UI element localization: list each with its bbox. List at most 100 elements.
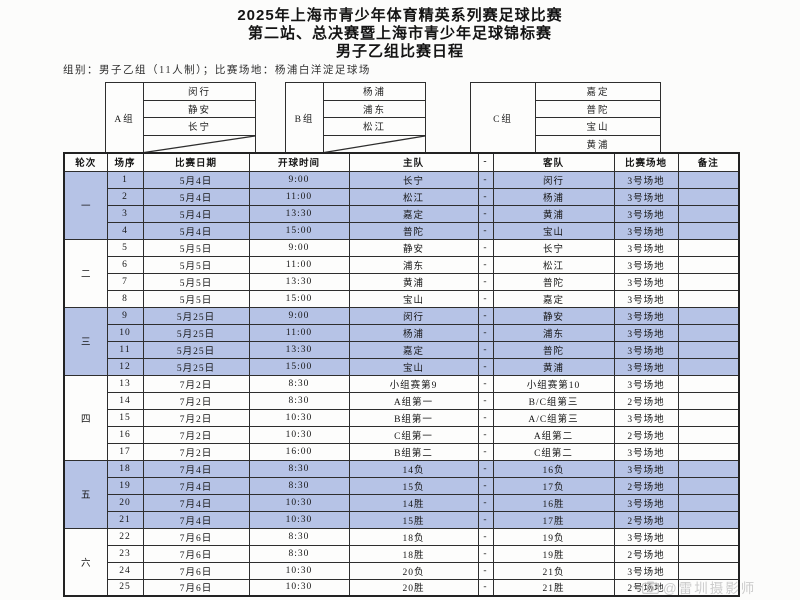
venue-cell: 3号场地 xyxy=(613,561,679,580)
venue-cell: 3号场地 xyxy=(613,340,679,359)
away-team-cell: 宝山 xyxy=(492,221,615,240)
group-label: A组 xyxy=(105,82,144,153)
match-row: 14 7月2日 8:30 A组第一 - B/C组第三 2号场地 xyxy=(64,391,740,410)
match-number-cell: 6 xyxy=(106,255,144,274)
vs-separator-cell: - xyxy=(477,408,494,427)
home-team-cell: 普陀 xyxy=(348,221,479,240)
venue-cell: 3号场地 xyxy=(613,272,679,291)
away-team-cell: 19负 xyxy=(492,527,615,546)
kickoff-time-cell: 10:30 xyxy=(248,510,350,529)
kickoff-time-cell: 11:00 xyxy=(248,255,350,274)
vs-separator-cell: - xyxy=(477,459,494,478)
kickoff-time-cell: 10:30 xyxy=(248,493,350,512)
vs-separator-cell: - xyxy=(477,170,494,189)
match-row: 3 5月4日 13:30 嘉定 - 黄浦 3号场地 xyxy=(64,204,740,223)
kickoff-time-cell: 8:30 xyxy=(248,459,350,478)
match-date-cell: 5月5日 xyxy=(142,289,250,308)
match-number-cell: 20 xyxy=(106,493,144,512)
note-cell xyxy=(677,187,740,206)
vs-separator-cell: - xyxy=(477,306,494,325)
venue-cell: 3号场地 xyxy=(613,238,679,257)
away-team-cell: 黄浦 xyxy=(492,357,615,376)
kickoff-time-cell: 9:00 xyxy=(248,170,350,189)
kickoff-time-cell: 15:00 xyxy=(248,357,350,376)
group-team: 宝山 xyxy=(535,117,661,136)
match-date-cell: 7月2日 xyxy=(142,408,250,427)
kickoff-time-cell: 8:30 xyxy=(248,476,350,495)
schedule-header-row: 轮次 场序 比赛日期 开球时间 主队 - 客队 比赛场地 备注 xyxy=(63,152,740,172)
home-team-cell: 18胜 xyxy=(348,544,479,563)
match-number-cell: 3 xyxy=(106,204,144,223)
venue-cell: 3号场地 xyxy=(613,357,679,376)
group-team: 普陀 xyxy=(535,99,661,118)
note-cell xyxy=(677,221,740,240)
away-team-cell: 普陀 xyxy=(492,340,615,359)
match-row: 三 9 5月25日 9:00 闵行 - 静安 3号场地 xyxy=(63,306,740,376)
group-table-c: C组 嘉定 普陀 宝山 黄浦 xyxy=(470,82,661,153)
match-number-cell: 21 xyxy=(106,510,144,529)
match-date-cell: 7月4日 xyxy=(142,510,250,529)
note-cell xyxy=(677,408,740,427)
kickoff-time-cell: 11:00 xyxy=(248,187,350,206)
home-team-cell: 嘉定 xyxy=(348,340,479,359)
venue-cell: 3号场地 xyxy=(613,204,679,223)
group-table-b: B组 杨浦 浦东 松江 xyxy=(285,82,426,153)
match-date-cell: 7月2日 xyxy=(142,425,250,444)
group-row: A组 闵行 xyxy=(105,82,256,153)
kickoff-time-cell: 15:00 xyxy=(248,289,350,308)
note-cell xyxy=(677,289,740,308)
note-cell xyxy=(677,442,740,461)
match-date-cell: 5月5日 xyxy=(142,238,250,257)
kickoff-time-cell: 10:30 xyxy=(248,425,350,444)
match-date-cell: 7月6日 xyxy=(142,578,250,597)
home-team-cell: 浦东 xyxy=(348,255,479,274)
away-team-cell: 闵行 xyxy=(492,170,615,189)
vs-separator-cell: - xyxy=(477,187,494,206)
home-team-cell: B组第二 xyxy=(348,442,479,461)
header-away-team: 客队 xyxy=(492,152,615,172)
match-row: 16 7月2日 10:30 C组第一 - A组第二 2号场地 xyxy=(64,425,740,444)
venue-cell: 3号场地 xyxy=(613,374,679,393)
diagonal-line xyxy=(324,135,425,152)
kickoff-time-cell: 9:00 xyxy=(248,306,350,325)
match-row: 4 5月4日 15:00 普陀 - 宝山 3号场地 xyxy=(64,221,740,240)
header-home-team: 主队 xyxy=(348,152,479,172)
home-team-cell: 宝山 xyxy=(348,357,479,376)
vs-separator-cell: - xyxy=(477,578,494,597)
home-team-cell: 宝山 xyxy=(348,289,479,308)
home-team-cell: 15负 xyxy=(348,476,479,495)
vs-separator-cell: - xyxy=(477,391,494,410)
venue-cell: 3号场地 xyxy=(613,187,679,206)
away-team-cell: A组第二 xyxy=(492,425,615,444)
vs-separator-cell: - xyxy=(477,340,494,359)
group-table-a: A组 闵行 静安 长宁 xyxy=(105,82,256,153)
vs-separator-cell: - xyxy=(477,238,494,257)
group-label: B组 xyxy=(285,82,324,153)
header-vs-separator: - xyxy=(477,152,494,172)
match-date-cell: 5月4日 xyxy=(142,204,250,223)
vs-separator-cell: - xyxy=(477,323,494,342)
match-number-cell: 15 xyxy=(106,408,144,427)
match-row: 8 5月5日 15:00 宝山 - 嘉定 3号场地 xyxy=(64,289,740,308)
round-label: 一 xyxy=(63,170,108,240)
round-label: 四 xyxy=(63,374,108,461)
note-cell xyxy=(677,510,740,529)
match-row: 10 5月25日 11:00 杨浦 - 浦东 3号场地 xyxy=(64,323,740,342)
diagonal-line xyxy=(144,135,255,152)
venue-cell: 2号场地 xyxy=(613,578,679,597)
vs-separator-cell: - xyxy=(477,221,494,240)
match-date-cell: 5月4日 xyxy=(142,170,250,189)
match-date-cell: 7月4日 xyxy=(142,476,250,495)
note-cell xyxy=(677,425,740,444)
note-cell xyxy=(677,374,740,393)
away-team-cell: 嘉定 xyxy=(492,289,615,308)
match-number-cell: 11 xyxy=(106,340,144,359)
note-cell xyxy=(677,204,740,223)
venue-cell: 3号场地 xyxy=(613,442,679,461)
match-number-cell: 19 xyxy=(106,476,144,495)
vs-separator-cell: - xyxy=(477,510,494,529)
kickoff-time-cell: 15:00 xyxy=(248,221,350,240)
group-team: 松江 xyxy=(323,117,426,136)
note-cell xyxy=(677,238,740,257)
